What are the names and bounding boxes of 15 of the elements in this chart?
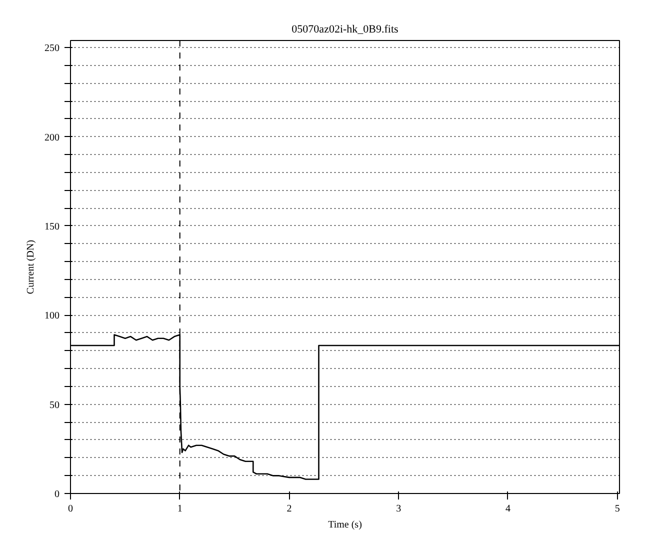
y-tick-label: 0 (54, 489, 60, 500)
x-tick-label: 4 (505, 504, 510, 514)
y-tick-label: 200 (44, 132, 60, 144)
y-tick-label: 50 (50, 400, 60, 411)
x-tick-label: 5 (614, 504, 620, 514)
y-axis-title: Current (DN) (26, 240, 36, 294)
y-tick-label: 150 (44, 221, 60, 232)
x-tick-label: 3 (396, 504, 402, 514)
x-tick-label: 0 (68, 504, 73, 514)
y-tick-label: 100 (44, 310, 60, 322)
chart-title: 05070az02i-hk_0B9.fits (292, 24, 398, 36)
y-tick-label: 250 (44, 43, 60, 54)
x-tick-label: 2 (286, 504, 292, 514)
x-axis-title: Time (s) (328, 520, 362, 530)
x-tick-label: 1 (177, 504, 182, 514)
